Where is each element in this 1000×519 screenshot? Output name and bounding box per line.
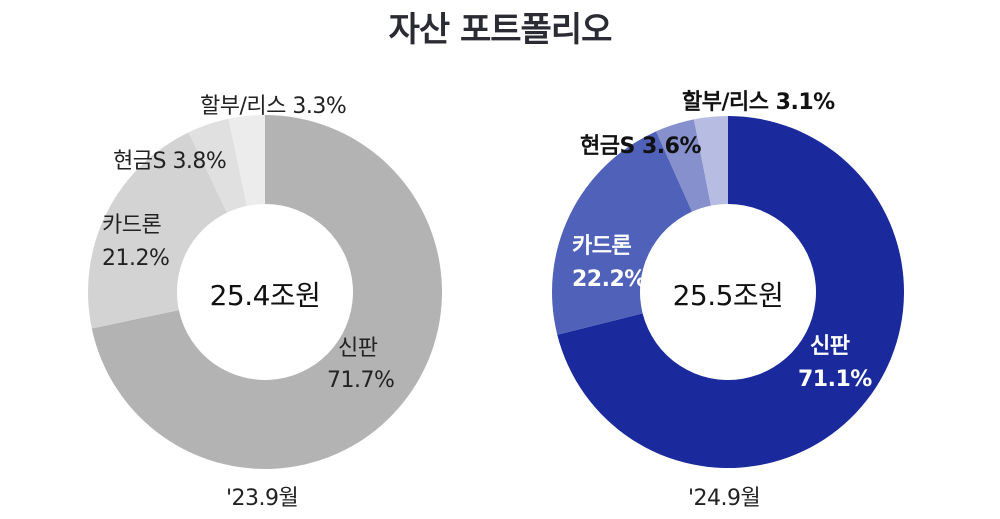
donut-slice [693, 116, 728, 206]
donut-slice [656, 119, 711, 212]
page-title: 자산 포트폴리오 [388, 10, 613, 50]
label-lease-2024: 할부/리스 3.1% [682, 90, 835, 115]
donut-slice [91, 115, 442, 470]
donut-chart-2023 [88, 115, 442, 470]
total-2023: 25.4조원 [209, 279, 321, 312]
label-cash-2023: 현금S 3.8% [113, 149, 227, 174]
period-2024: '24.9월 [688, 486, 761, 511]
label-cardloan-name-2023: 카드론 [102, 213, 162, 238]
donut-slice [557, 116, 904, 468]
donut-slice [88, 132, 228, 329]
label-cardloan-name-2024: 카드론 [572, 234, 632, 259]
label-cardloan-pct-2023: 21.2% [102, 246, 170, 271]
label-cash-2024: 현금S 3.6% [580, 134, 702, 159]
period-2023: '23.9월 [226, 486, 299, 511]
label-sinpan-pct-2023: 71.7% [327, 368, 395, 393]
label-lease-2023: 할부/리스 3.3% [200, 94, 347, 119]
label-cardloan-pct-2024: 22.2% [572, 267, 646, 292]
donut-slice [228, 115, 265, 206]
label-sinpan-pct-2024: 71.1% [798, 367, 872, 392]
total-2024: 25.5조원 [672, 279, 784, 312]
label-sinpan-name-2023: 신판 [338, 336, 378, 361]
donut-slice [188, 118, 247, 213]
donut-chart-2024 [552, 116, 904, 468]
donut-slice [552, 131, 693, 335]
label-sinpan-name-2024: 신판 [810, 334, 850, 359]
